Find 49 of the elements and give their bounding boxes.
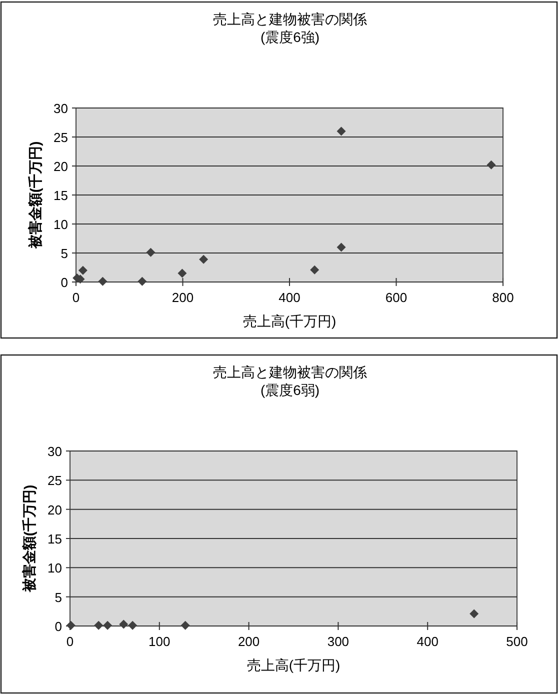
point (336, 126, 346, 136)
point (470, 609, 479, 618)
point (310, 265, 320, 274)
x-tick-label: 200 (238, 634, 260, 649)
chart-title: 売上高と建物被害の関係 (213, 11, 367, 27)
point (146, 248, 156, 257)
point (178, 268, 187, 278)
y-tick-label: 20 (48, 502, 62, 518)
point (66, 620, 76, 630)
y-tick-label: 5 (60, 246, 68, 261)
chart-title: 売上高と建物被害の関係 (213, 364, 367, 380)
y-tick-label: 20 (54, 159, 68, 174)
y-tick-label: 30 (48, 444, 62, 459)
y-tick-label: 25 (48, 473, 62, 488)
y-tick-label: 0 (54, 619, 62, 634)
point (78, 266, 88, 275)
x-tick-label: 800 (492, 290, 514, 305)
x-tick-label: 100 (148, 634, 170, 649)
point (98, 276, 108, 286)
point (119, 620, 128, 629)
point (138, 276, 147, 286)
point (199, 254, 208, 264)
point (336, 242, 346, 252)
y-tick-label: 30 (54, 101, 68, 116)
x-tick-label: 400 (416, 634, 438, 649)
y-tick-label: 15 (48, 532, 62, 546)
x-axis-title: 売上高(千万円) (242, 313, 336, 329)
y-tick-label: 5 (54, 590, 62, 605)
y-axis-title: 被害金額(千万円) (27, 141, 43, 250)
x-tick-label: 500 (506, 634, 528, 649)
y-tick-label: 25 (54, 130, 68, 145)
y-axis-title: 被害金額(千万円) (21, 484, 37, 594)
y-tick-label: 15 (54, 188, 68, 203)
point (103, 620, 112, 630)
chart-subtitle: (震度6弱) (260, 382, 320, 398)
y-tick-label: 0 (60, 275, 68, 290)
x-tick-label: 200 (172, 290, 194, 305)
point (180, 620, 190, 630)
point (486, 160, 496, 170)
y-tick-label: 10 (54, 217, 68, 232)
x-tick-label: 300 (327, 634, 350, 649)
x-tick-label: 600 (385, 290, 408, 305)
point (128, 620, 138, 630)
x-tick-label: 0 (72, 290, 80, 305)
x-tick-label: 400 (278, 290, 300, 305)
point (94, 620, 104, 630)
y-tick-label: 10 (48, 560, 62, 576)
chart-subtitle: (震度6強) (260, 29, 320, 45)
x-axis-title: 売上高(千万円) (246, 657, 340, 673)
